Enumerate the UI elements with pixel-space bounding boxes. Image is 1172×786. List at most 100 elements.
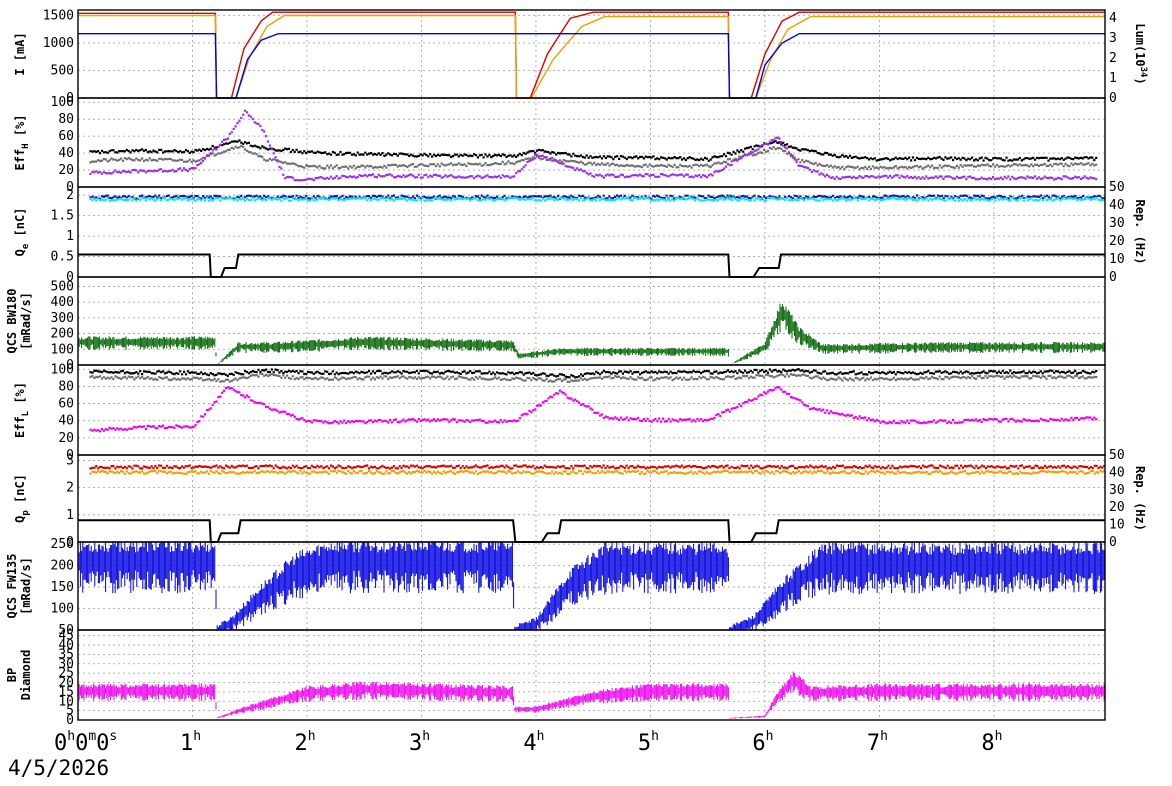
x-tick-label: 1h <box>180 729 201 756</box>
series-points-magenta <box>89 385 1098 433</box>
y-right-axis-label: Rep. (Hz) <box>1133 466 1147 531</box>
y-right-tick-label: 4 <box>1109 11 1117 26</box>
y-right-axis-label: Lum(1034) <box>1133 23 1148 84</box>
x-tick-main: 8 <box>981 731 994 756</box>
y-tick-label: 0 <box>66 91 74 106</box>
y-axis-label-line2: [mRad/s] <box>19 557 33 615</box>
x-tick-extra: 0 <box>75 731 88 756</box>
x-tick-sup: h <box>537 729 545 744</box>
y-axis-label-sub: e <box>21 243 31 249</box>
y-tick-label: 200 <box>51 327 74 342</box>
y-tick-label: 0 <box>66 270 74 285</box>
y-axis-label-sub: p <box>21 510 31 516</box>
x-tick-sup: h <box>880 729 888 744</box>
y-right-axis-label: Rep. (Hz) <box>1133 199 1147 264</box>
y-tick-label: 5 <box>66 704 74 719</box>
y-tick-label: 2 <box>66 481 74 496</box>
y-tick-label: 150 <box>51 580 74 595</box>
y-tick-label: 1.5 <box>51 209 74 224</box>
y-axis-label-sub: L <box>21 410 31 416</box>
y-right-tick-label: 50 <box>1109 448 1125 463</box>
y-tick-label: 20 <box>58 431 74 446</box>
x-tick-label: 6h <box>752 729 773 756</box>
y-tick-label: 80 <box>58 379 74 394</box>
y-tick-label: 60 <box>58 129 74 144</box>
x-tick-sup: h <box>308 729 316 744</box>
series-line-orange <box>78 14 1105 99</box>
y-tick-label: 35 <box>58 647 74 662</box>
y-right-tick-label: 50 <box>1109 180 1125 195</box>
y-right-tick-label: 0 <box>1109 91 1117 106</box>
x-tick-label: 0h0m0s <box>54 729 117 756</box>
x-tick-main: 4 <box>523 731 536 756</box>
x-tick-main: 1 <box>180 731 193 756</box>
y-right-tick-label: 3 <box>1109 31 1117 46</box>
x-tick-label: 3h <box>409 729 430 756</box>
y-tick-label: 0 <box>66 180 74 195</box>
x-tick-main: 6 <box>752 731 765 756</box>
y-axis-label-end: [nC] <box>13 474 27 510</box>
x-tick-label: 4h <box>523 729 544 756</box>
y-tick-label: 400 <box>51 295 74 310</box>
series-points-black <box>89 368 1098 379</box>
y-right-tick-label: 30 <box>1109 216 1125 231</box>
x-tick-main: 7 <box>867 731 880 756</box>
series-points-orange <box>89 469 1106 475</box>
y-axis-label: I [mA] <box>13 32 27 75</box>
y-tick-label: 500 <box>51 279 74 294</box>
series-band-blue <box>77 542 1105 630</box>
y-tick-label: 20 <box>58 676 74 691</box>
y-tick-label: 100 <box>51 342 74 357</box>
y-tick-label: 0 <box>66 535 74 550</box>
x-tick-sup3: s <box>109 729 117 744</box>
y-right-tick-label: 40 <box>1109 465 1125 480</box>
y-right-tick-label: 0 <box>1109 535 1117 550</box>
y-tick-label: 1 <box>66 508 74 523</box>
panel-frame <box>77 629 1106 721</box>
y-axis-label-end: [nC] <box>13 208 27 244</box>
y-axis-label-end: [%] <box>13 382 27 411</box>
y-tick-label: 100 <box>51 602 74 617</box>
y-tick-label: 250 <box>51 537 74 552</box>
y-tick-label: 1 <box>66 229 74 244</box>
x-tick-main: 5 <box>638 731 651 756</box>
x-tick-extra2: 0 <box>96 731 109 756</box>
y-axis-label-sub: H <box>21 143 31 148</box>
y-axis-label: EffL [%] <box>13 382 31 438</box>
y-right-tick-label: 40 <box>1109 198 1125 213</box>
series-line-blue <box>78 32 1105 99</box>
y-tick-label: 0.5 <box>51 250 74 265</box>
y-right-tick-label: 2 <box>1109 51 1117 66</box>
y-axis-label-main: Q <box>13 516 27 523</box>
x-tick-label: 2h <box>294 729 315 756</box>
y-axis-label: EffH [%] <box>13 114 31 170</box>
y-axis-label: QCS FW135 <box>5 553 19 618</box>
x-tick-sup: h <box>422 729 430 744</box>
x-tick-sup: h <box>67 729 75 744</box>
y-tick-label: 2 <box>66 188 74 203</box>
y-tick-label: 200 <box>51 559 74 574</box>
y-tick-label: 40 <box>58 146 74 161</box>
y-tick-label: 0 <box>66 448 74 463</box>
series-line-red <box>78 11 1105 99</box>
y-tick-label: 20 <box>58 163 74 178</box>
y-tick-label: 60 <box>58 397 74 412</box>
y-axis-label-main: Eff <box>13 149 27 171</box>
x-tick-sup: h <box>995 729 1003 744</box>
rep-rate-line <box>78 253 1105 278</box>
panel-frame <box>77 9 1106 99</box>
y-right-tick-label: 10 <box>1109 252 1125 267</box>
y-tick-label: 100 <box>51 362 74 377</box>
y-right-axis-label-main: Rep. (Hz) <box>1133 199 1147 264</box>
series-points-cyan <box>89 196 1106 202</box>
x-tick-label: 7h <box>867 729 888 756</box>
y-tick-label: 0 <box>66 358 74 373</box>
y-right-tick-label: 0 <box>1109 270 1117 285</box>
series-points-red <box>89 464 1106 470</box>
y-axis-label-end: [%] <box>13 114 27 143</box>
y-right-tick-label: 30 <box>1109 483 1125 498</box>
